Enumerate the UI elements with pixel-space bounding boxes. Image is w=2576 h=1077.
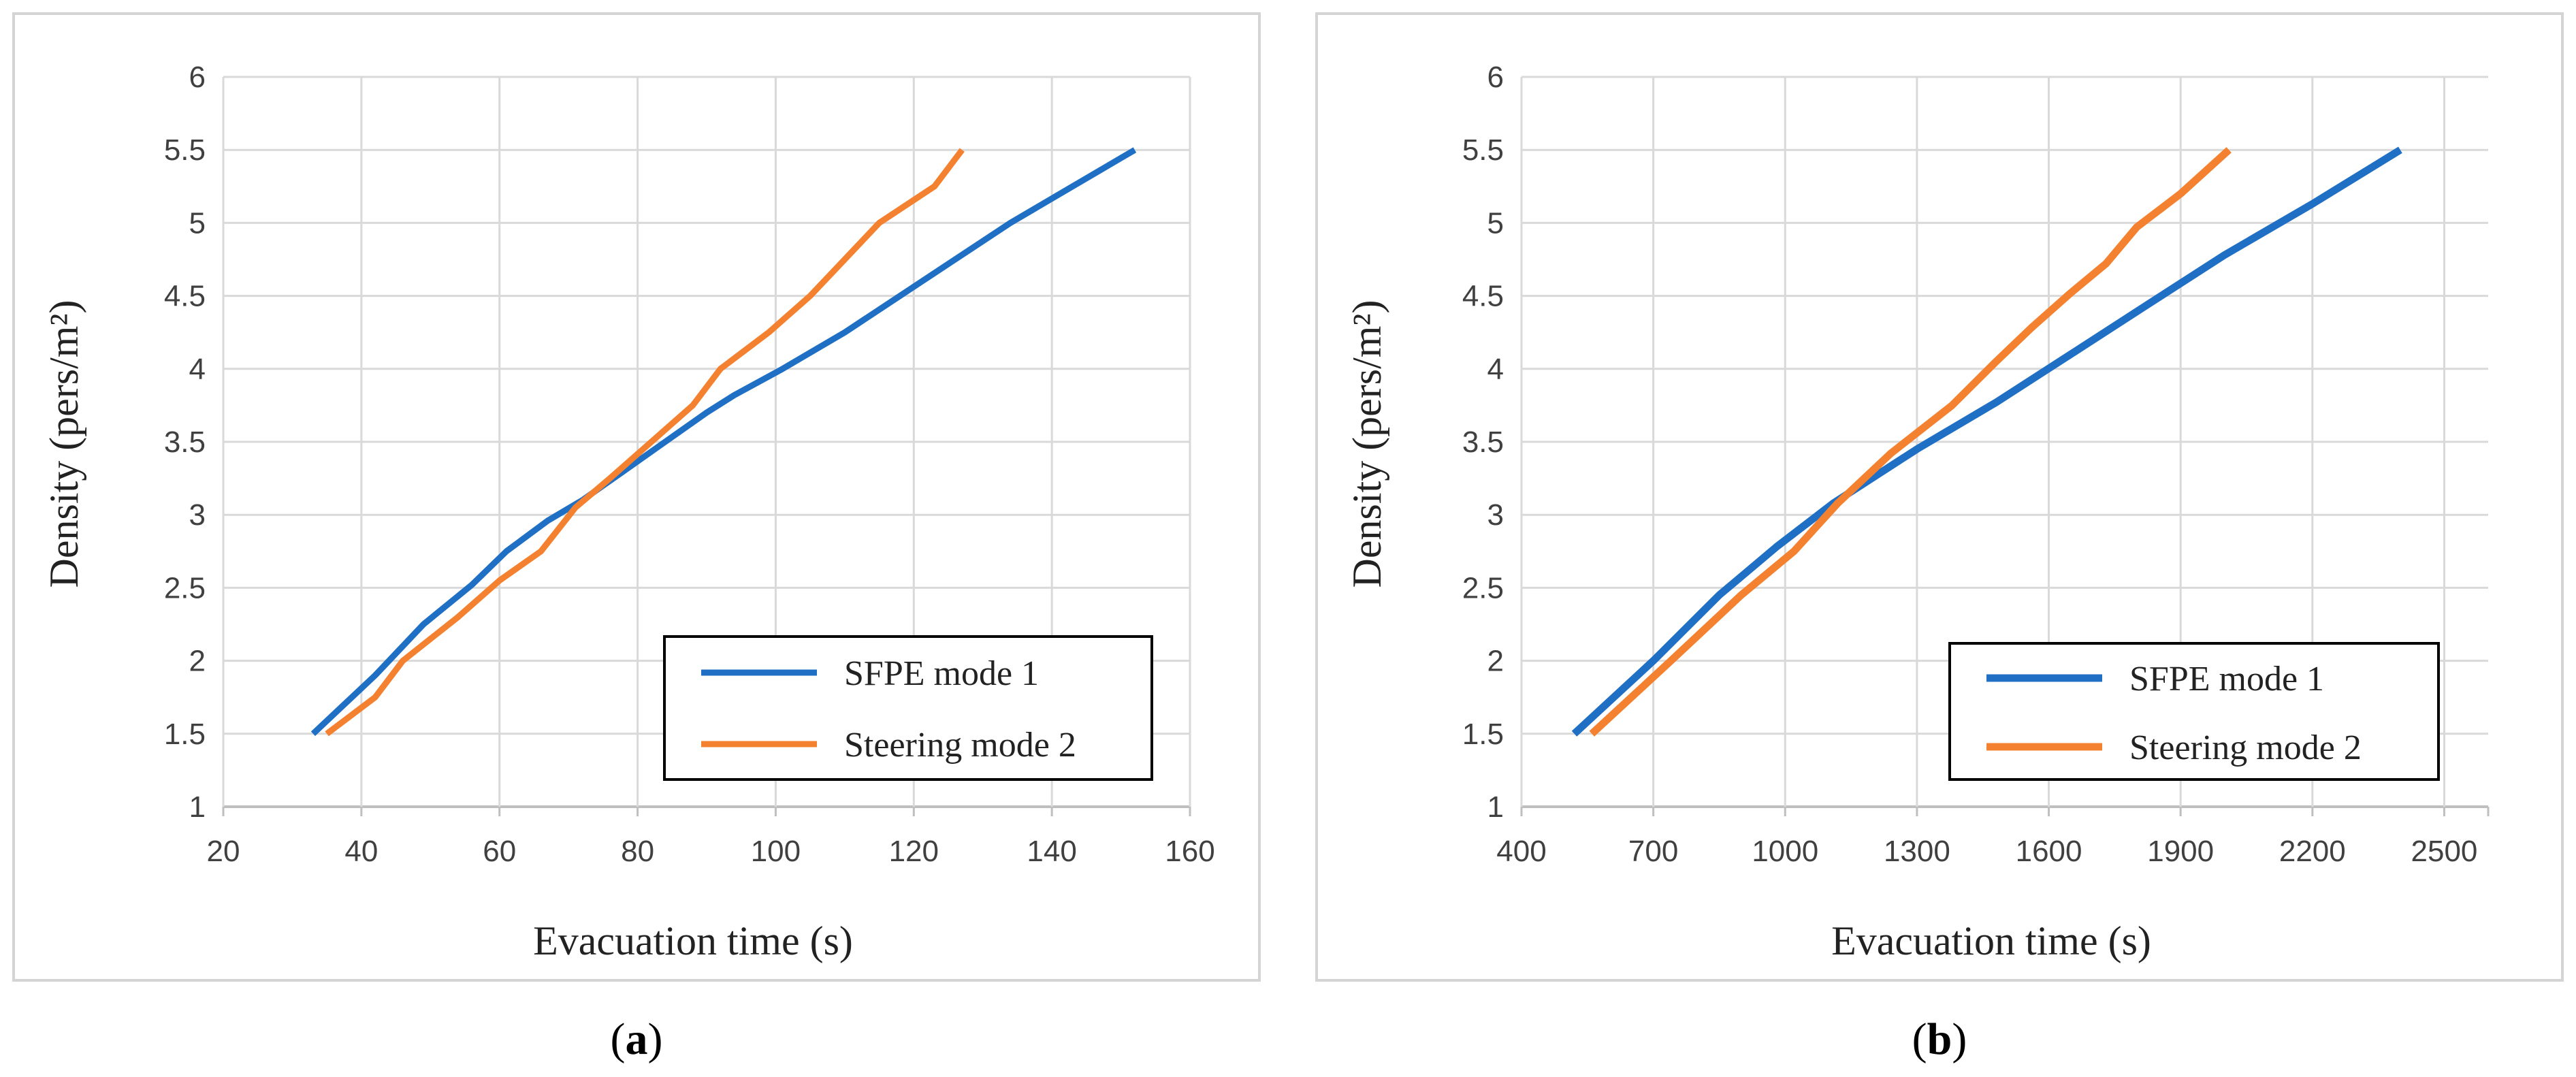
chart-a-y-tick-label: 5.5	[164, 133, 206, 167]
chart-b-x-tick-label: 1900	[2147, 835, 2214, 868]
chart-b-x-tick-label: 2500	[2411, 835, 2478, 868]
chart-a-x-axis-title: Evacuation time (s)	[533, 918, 853, 963]
chart-b-x-ticks: 400 700 1000 1300 1600 1900 2200 2500	[1496, 835, 2477, 868]
chart-a-y-tick-label: 3.5	[164, 425, 206, 459]
chart-b-x-tick-label: 1000	[1752, 835, 1818, 868]
chart-a-legend-label-sfpe: SFPE mode 1	[844, 654, 1039, 693]
chart-a-y-tick-label: 3	[189, 498, 206, 532]
chart-a-lines	[310, 147, 1137, 737]
chart-b-y-ticks: 1 1.5 2 2.5 3 3.5 4 4.5 5 5.5 6	[1462, 61, 1504, 824]
caption-a: (a)	[611, 1014, 663, 1064]
chart-b-x-axis-title: Evacuation time (s)	[1831, 918, 2151, 963]
chart-b: 400 700 1000 1300 1600 1900 2200 2500 1 1.5 2 2.5 3…	[1345, 61, 2490, 963]
chart-a-y-tick-label: 1	[189, 790, 206, 824]
chart-b-x-tick-label: 1300	[1884, 835, 1950, 868]
chart-b-series-line-sfpe	[1571, 146, 2402, 737]
chart-a-legend-box	[663, 635, 1153, 781]
chart-b-y-tick-label: 5	[1487, 206, 1504, 240]
chart-b-y-tick-label: 1.5	[1462, 718, 1504, 751]
chart-a-y-tick-label: 4.5	[164, 280, 206, 313]
chart-b-y-tick-label: 4	[1487, 353, 1504, 386]
chart-a-x-tick-label: 160	[1165, 835, 1214, 868]
chart-a-legend: SFPE mode 1 Steering mode 2	[663, 635, 1153, 781]
caption-b: (b)	[1912, 1014, 1967, 1064]
chart-b-x-tick-label: 700	[1628, 835, 1678, 868]
chart-a-x-tick-label: 100	[751, 835, 801, 868]
chart-b-y-tick-label: 5.5	[1462, 133, 1504, 167]
chart-b-legend-label-sfpe: SFPE mode 1	[2129, 660, 2324, 698]
chart-a-y-ticks: 1 1.5 2 2.5 3 3.5 4 4.5 5 5.5 6	[164, 61, 206, 824]
chart-b-x-tick-label: 1600	[2016, 835, 2082, 868]
chart-a-series-line-steering	[325, 148, 965, 737]
chart-a-x-tick-label: 60	[483, 835, 516, 868]
chart-a-y-tick-label: 2.5	[164, 571, 206, 605]
chart-b-y-axis-title: Density (pers/m²)	[1345, 300, 1389, 588]
caption-b-letter: b	[1927, 1014, 1952, 1064]
chart-a-y-tick-label: 1.5	[164, 718, 206, 751]
chart-b-lines	[1571, 146, 2402, 737]
chart-b-x-tick-label: 2200	[2279, 835, 2346, 868]
chart-b-series-line-steering	[1589, 147, 2232, 737]
chart-a-y-axis-title: Density (pers/m²)	[42, 300, 86, 588]
chart-b-y-tick-label: 2.5	[1462, 571, 1504, 605]
chart-a-x-tick-label: 40	[344, 835, 378, 868]
chart-a-x-tick-label: 20	[207, 835, 240, 868]
chart-b-x-tick-label: 400	[1496, 835, 1546, 868]
chart-b-legend-box	[1948, 642, 2440, 781]
chart-a-y-tick-label: 5	[189, 206, 206, 240]
chart-b-y-tick-label: 4.5	[1462, 280, 1504, 313]
caption-a-letter: a	[626, 1014, 648, 1064]
chart-b-y-tick-label: 6	[1487, 61, 1504, 94]
chart-a-legend-label-steering: Steering mode 2	[844, 726, 1076, 765]
chart-a-y-tick-label: 2	[189, 645, 206, 678]
chart-a-x-tick-label: 140	[1027, 835, 1076, 868]
chart-a-series-line-sfpe	[310, 147, 1137, 737]
chart-a-y-tick-label: 4	[189, 353, 206, 386]
chart-b-y-tick-label: 3	[1487, 498, 1504, 532]
chart-a: 20 40 60 80 100 120 140 160 1 1.5 2 2.5 3 3.5 4 4.5 5 5.…	[42, 61, 1215, 963]
chart-b-y-tick-label: 3.5	[1462, 425, 1504, 459]
chart-a-x-ticks: 20 40 60 80 100 120 140 160	[207, 835, 1215, 868]
chart-a-x-tick-label: 80	[621, 835, 654, 868]
chart-b-y-tick-label: 1	[1487, 790, 1504, 824]
chart-b-legend: SFPE mode 1 Steering mode 2	[1948, 642, 2440, 781]
chart-b-y-tick-label: 2	[1487, 645, 1504, 678]
chart-b-legend-label-steering: Steering mode 2	[2129, 728, 2362, 767]
chart-a-y-tick-label: 6	[189, 61, 206, 94]
chart-a-x-tick-label: 120	[889, 835, 939, 868]
